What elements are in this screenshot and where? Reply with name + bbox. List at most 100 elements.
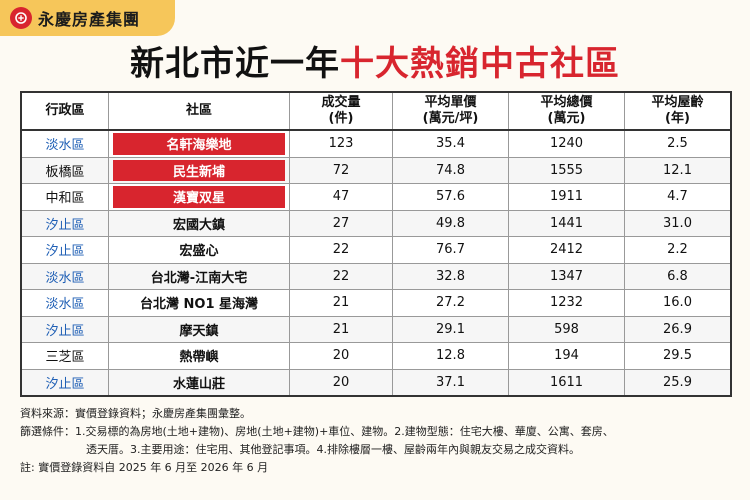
district-cell: 汐止區 xyxy=(22,237,109,263)
unit-price-cell: 76.7 xyxy=(393,237,509,263)
building-age-cell-text: 25.9 xyxy=(663,374,692,390)
district-cell: 汐止區 xyxy=(22,210,109,236)
community-cell-text: 宏國大鎮 xyxy=(172,217,225,233)
total-price-cell-text: 1240 xyxy=(549,136,584,152)
district-cell-text: 板橋區 xyxy=(45,164,85,180)
total-price-cell: 2412 xyxy=(509,237,625,263)
volume-cell-text: 20 xyxy=(332,348,350,364)
building-age-cell-text: 16.0 xyxy=(663,295,692,311)
community-cell-text: 漢寶双星 xyxy=(172,191,225,207)
building-age-cell: 12.1 xyxy=(625,158,730,184)
unit-price-cell: 37.1 xyxy=(393,369,509,395)
volume-cell-text: 21 xyxy=(332,321,350,337)
district-cell: 汐止區 xyxy=(22,316,109,342)
column-header: 成交量 (件) xyxy=(290,93,393,129)
volume-cell-text: 47 xyxy=(332,189,350,205)
total-price-cell-text: 194 xyxy=(554,348,579,364)
table-row: 汐止區 宏盛心 22 76.7 2412 2.2 xyxy=(22,237,730,264)
table-row: 板橋區 民生新埔 72 74.8 1555 12.1 xyxy=(22,157,730,184)
total-price-cell-text: 1232 xyxy=(549,295,584,311)
column-header-label: 平均單價 xyxy=(424,95,477,110)
unit-price-cell: 49.8 xyxy=(393,210,509,236)
table-row: 汐止區 摩天鎮 21 29.1 598 26.9 xyxy=(22,316,730,343)
community-cell-text: 台北灣-江南大宅 xyxy=(150,270,248,286)
column-header-unit: (萬元/坪) xyxy=(422,111,479,126)
total-price-cell: 1911 xyxy=(509,184,625,210)
column-header: 平均屋齡 (年) xyxy=(625,93,730,129)
district-cell: 三芝區 xyxy=(22,343,109,369)
unit-price-cell-text: 35.4 xyxy=(436,136,465,152)
total-price-cell-text: 2412 xyxy=(549,242,584,258)
district-cell: 淡水區 xyxy=(22,290,109,316)
community-cell: 漢寶双星 xyxy=(109,184,290,210)
filter-note-continued: 透天厝。3.主要用途：住宅用、其他登記事項。4.排除樓層一樓、屋齡兩年內與親友交… xyxy=(86,443,580,456)
district-cell-text: 汐止區 xyxy=(45,323,85,339)
district-cell-text: 汐止區 xyxy=(45,217,85,233)
unit-price-cell-text: 29.1 xyxy=(436,321,465,337)
building-age-cell-text: 26.9 xyxy=(663,321,692,337)
total-price-cell: 194 xyxy=(509,343,625,369)
district-cell-text: 淡水區 xyxy=(45,297,85,313)
community-cell: 宏國大鎮 xyxy=(109,210,290,236)
filter-note: 篩選條件：1.交易標的為房地(土地+建物)、房地(土地+建物)+車位、建物。2.… xyxy=(20,425,614,438)
volume-cell: 22 xyxy=(290,237,393,263)
community-cell: 摩天鎮 xyxy=(109,316,290,342)
community-cell-text: 摩天鎮 xyxy=(179,323,219,339)
column-header-unit: (萬元) xyxy=(547,111,586,126)
building-age-cell: 25.9 xyxy=(625,370,730,396)
volume-cell-text: 72 xyxy=(332,162,350,178)
total-price-cell: 1441 xyxy=(509,210,625,236)
total-price-cell: 1232 xyxy=(509,290,625,316)
table-body: 淡水區 名軒海樂地 123 35.4 1240 2.5 板橋區 民生新埔 72 74.8 1555 1… xyxy=(22,131,730,395)
unit-price-cell-text: 57.6 xyxy=(436,189,465,205)
unit-price-cell: 74.8 xyxy=(393,157,509,183)
unit-price-cell-text: 76.7 xyxy=(436,242,465,258)
volume-cell: 47 xyxy=(290,184,393,210)
community-cell-text: 宏盛心 xyxy=(179,244,219,260)
total-price-cell: 1240 xyxy=(509,131,625,157)
building-age-cell: 16.0 xyxy=(625,290,730,316)
district-cell: 汐止區 xyxy=(22,369,109,395)
unit-price-cell-text: 37.1 xyxy=(436,374,465,390)
column-header-label: 行政區 xyxy=(45,103,85,118)
total-price-cell-text: 1347 xyxy=(549,268,584,284)
community-cell: 名軒海樂地 xyxy=(109,131,290,157)
total-price-cell-text: 1911 xyxy=(549,189,584,205)
unit-price-cell: 12.8 xyxy=(393,343,509,369)
table-row: 汐止區 宏國大鎮 27 49.8 1441 31.0 xyxy=(22,210,730,237)
community-cell-text: 名軒海樂地 xyxy=(166,138,232,154)
table-row: 淡水區 台北灣 NO1 星海灣 21 27.2 1232 16.0 xyxy=(22,290,730,317)
total-price-cell: 598 xyxy=(509,316,625,342)
source-note: 資料來源：實價登錄資料；永慶房產集團彙整。 xyxy=(20,407,251,420)
column-header: 社區 xyxy=(109,93,290,129)
volume-cell: 20 xyxy=(290,343,393,369)
district-cell: 淡水區 xyxy=(22,263,109,289)
district-cell-text: 中和區 xyxy=(45,191,85,207)
footer-notes: 資料來源：實價登錄資料；永慶房產集團彙整。 篩選條件：1.交易標的為房地(土地+… xyxy=(20,405,732,477)
volume-cell-text: 22 xyxy=(332,268,350,284)
district-cell-text: 淡水區 xyxy=(45,270,85,286)
table-row: 三芝區 熱帶嶼 20 12.8 194 29.5 xyxy=(22,343,730,370)
building-age-cell-text: 6.8 xyxy=(667,268,688,284)
title-part-black: 新北市近一年 xyxy=(130,44,340,84)
community-cell: 台北灣 NO1 星海灣 xyxy=(109,290,290,316)
total-price-cell: 1611 xyxy=(509,369,625,395)
building-age-cell: 31.0 xyxy=(625,211,730,237)
total-price-cell-text: 598 xyxy=(554,321,579,337)
column-header-label: 社區 xyxy=(185,103,212,118)
community-cell: 熱帶嶼 xyxy=(109,343,290,369)
community-cell: 宏盛心 xyxy=(109,237,290,263)
highlight-badge: 民生新埔 xyxy=(113,159,285,181)
table-row: 中和區 漢寶双星 47 57.6 1911 4.7 xyxy=(22,184,730,211)
unit-price-cell-text: 49.8 xyxy=(436,215,465,231)
volume-cell: 21 xyxy=(290,290,393,316)
building-age-cell-text: 12.1 xyxy=(663,162,692,178)
volume-cell: 27 xyxy=(290,210,393,236)
volume-cell: 21 xyxy=(290,316,393,342)
column-header-label: 平均總價 xyxy=(540,95,593,110)
unit-price-cell: 32.8 xyxy=(393,263,509,289)
district-cell: 板橋區 xyxy=(22,157,109,183)
column-header-label: 成交量 xyxy=(321,95,361,110)
total-price-cell: 1347 xyxy=(509,263,625,289)
unit-price-cell-text: 74.8 xyxy=(436,162,465,178)
